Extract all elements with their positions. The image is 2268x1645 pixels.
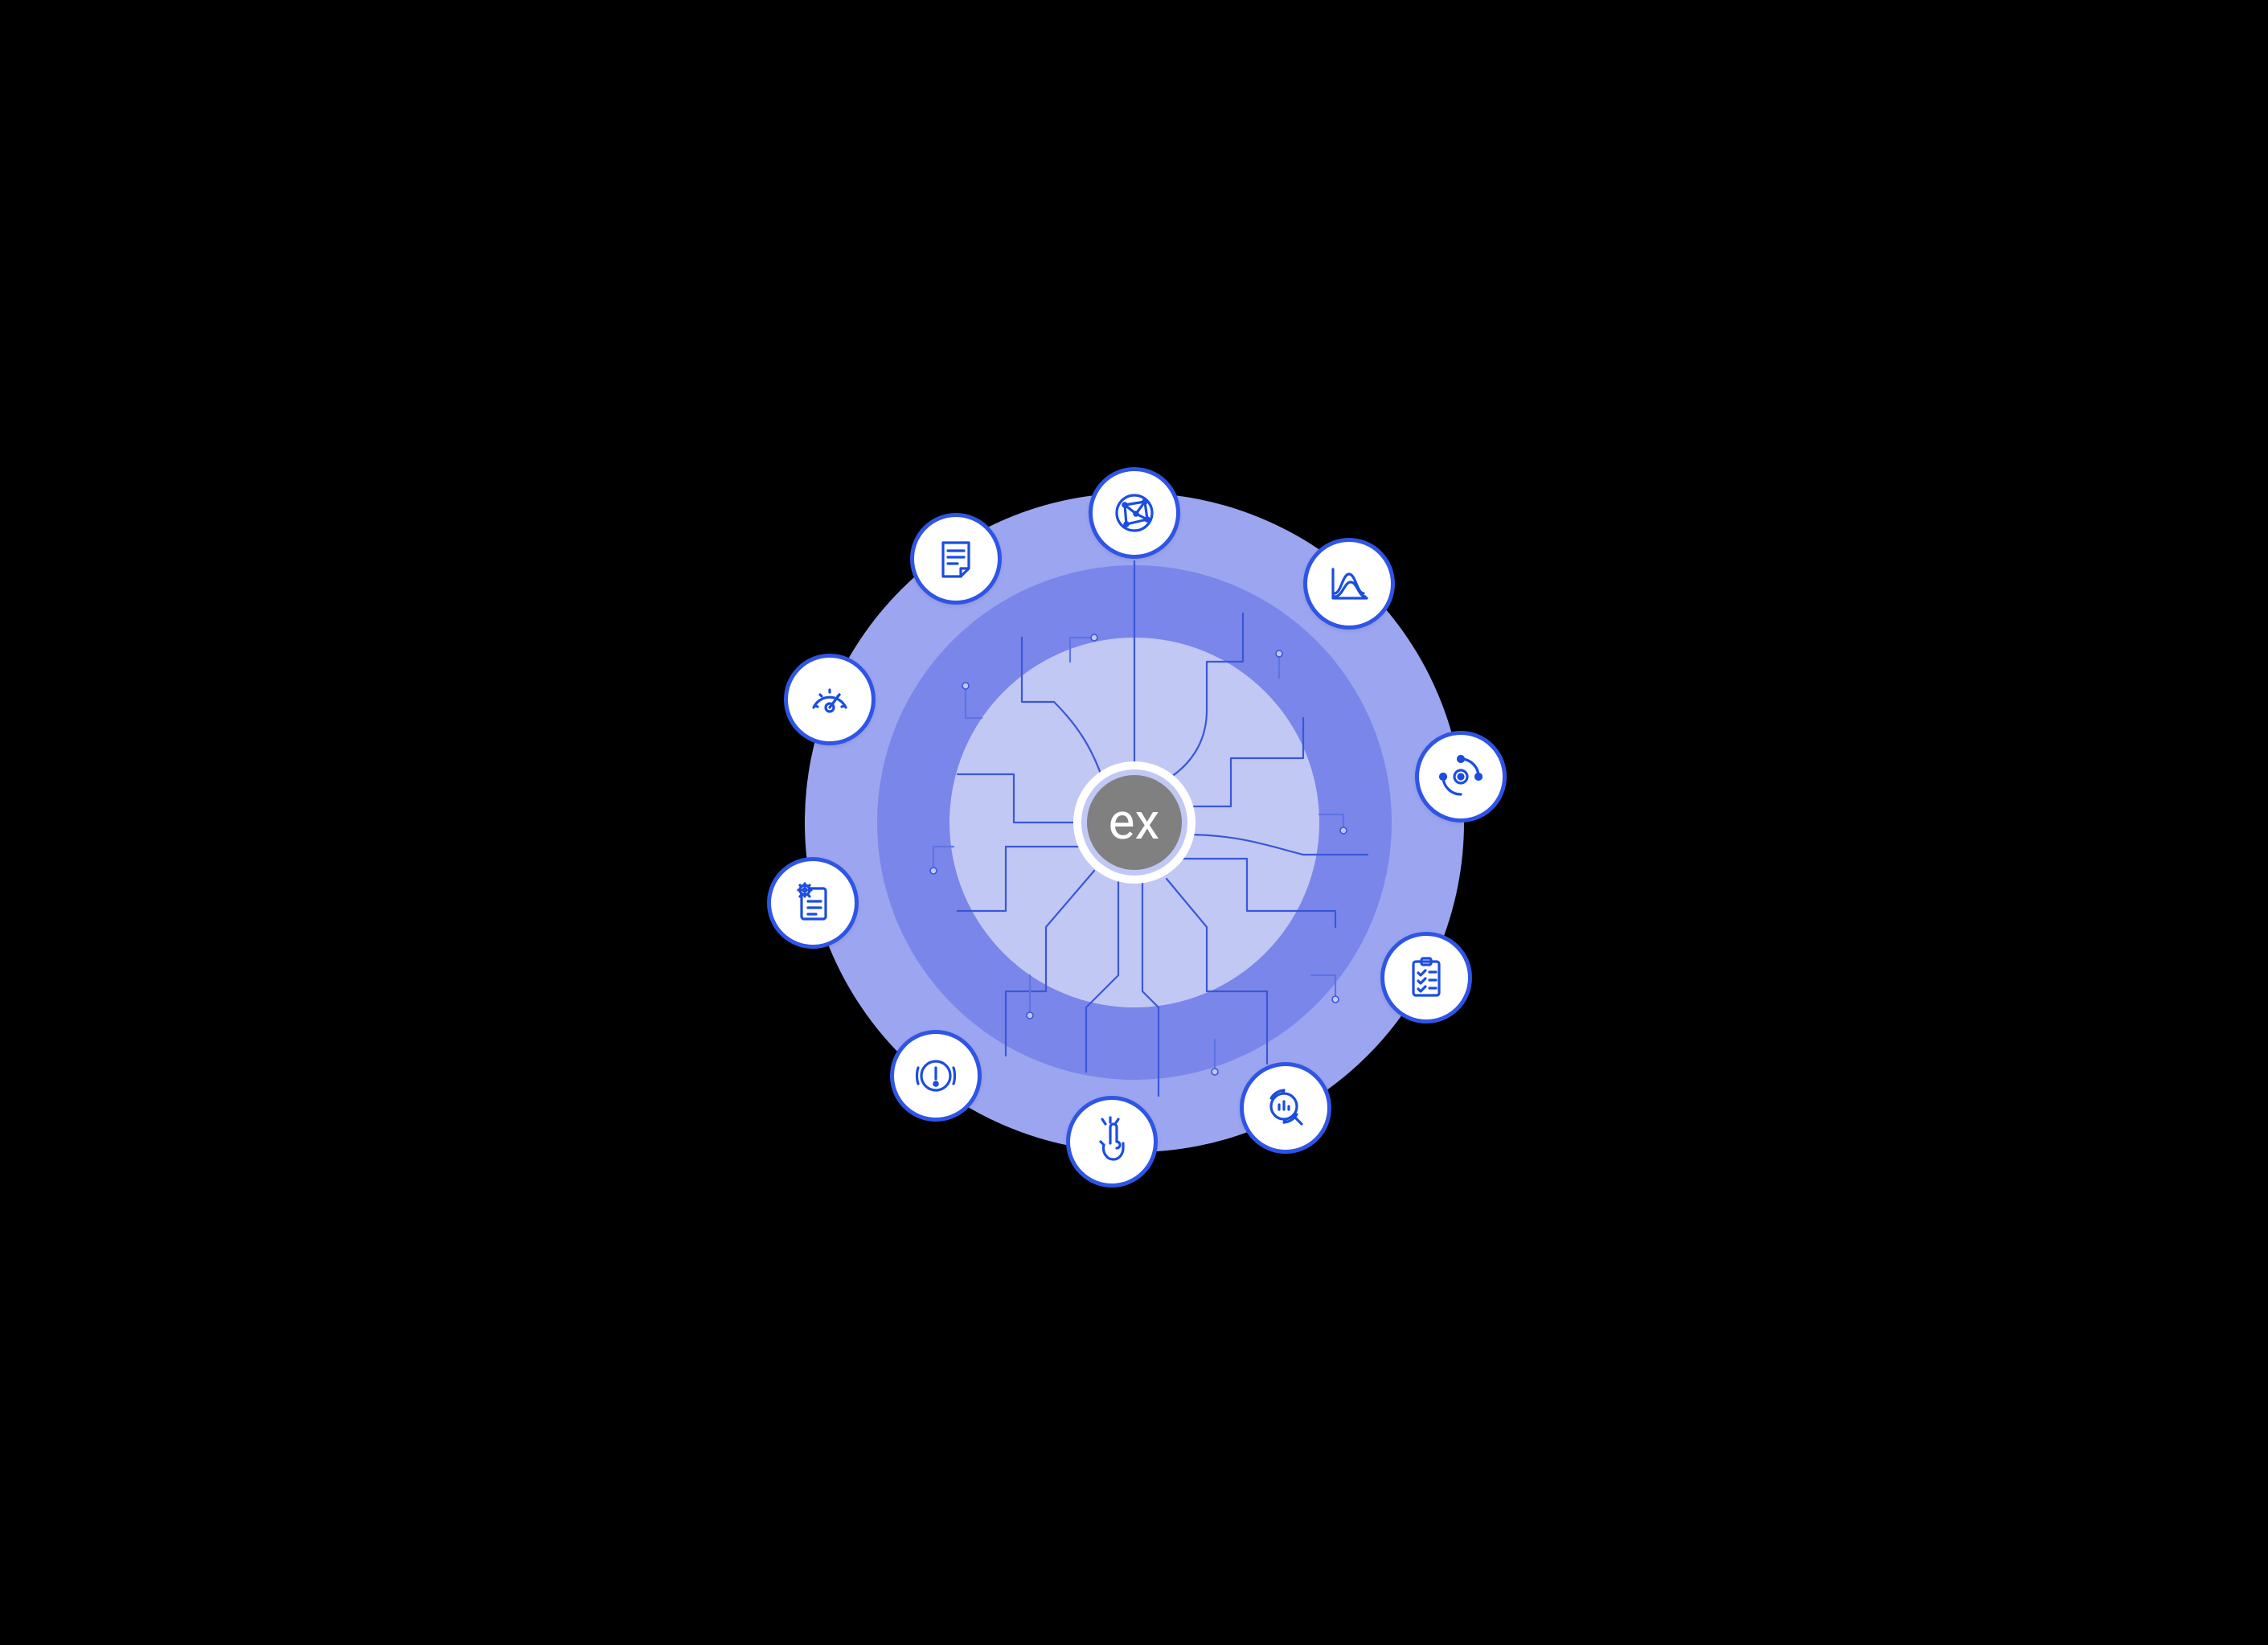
alert-icon: [890, 1030, 982, 1122]
wave-chart-icon: [1303, 538, 1395, 630]
radial-diagram: ex: [789, 477, 1480, 1168]
analytics-search-icon: [1240, 1062, 1331, 1154]
stage: ex: [0, 0, 2268, 1645]
gauge-icon: [784, 654, 876, 745]
config-doc-icon: [767, 857, 859, 949]
checklist-icon: [1380, 932, 1472, 1024]
note-icon: [910, 513, 1002, 605]
network-icon: [1089, 467, 1180, 559]
touch-icon: [1066, 1096, 1158, 1188]
orbit-icon: [1415, 731, 1507, 822]
